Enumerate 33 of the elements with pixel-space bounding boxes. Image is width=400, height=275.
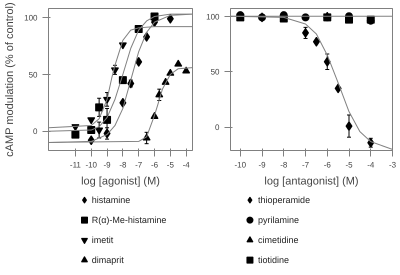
y-tick-label: 50 <box>28 70 38 80</box>
y-tick-label: 100 <box>24 14 38 23</box>
legend-label: tiotidine <box>258 255 290 266</box>
y-tick-label: 0 <box>215 123 220 132</box>
legend-label: cimetidine <box>258 235 299 246</box>
legend-label: histamine <box>92 195 130 206</box>
legend-label: thioperamide <box>258 195 310 206</box>
x-tick-label: -6 <box>150 160 159 170</box>
x-tick-label: -8 <box>119 160 127 170</box>
x-tick-label: -6 <box>324 160 332 170</box>
x-tick-label: -5 <box>345 160 354 170</box>
legend-label: R(α)-Me-histamine <box>92 215 166 226</box>
x-tick-label: -10 <box>234 160 247 170</box>
x-tick-label: -7 <box>302 160 310 170</box>
x-tick-label: -4 <box>182 160 190 170</box>
x-tick-label: -4 <box>367 160 375 170</box>
y-tick-label: 100 <box>206 12 220 22</box>
legend-label: pyrilamine <box>258 215 300 226</box>
x-tick-label: -9 <box>258 160 266 170</box>
legend-label: dimaprit <box>92 255 124 266</box>
legend-label: imetit <box>92 235 114 246</box>
x-tick-label: -3 <box>388 160 397 170</box>
x-tick-label: -7 <box>135 160 143 170</box>
x-tick-label: -11 <box>70 160 82 170</box>
x-tick-label: -9 <box>103 160 112 170</box>
y-tick-label: 50 <box>210 68 220 77</box>
x-axis-title: log [antagonist] (M) <box>264 176 359 188</box>
y-tick-label: 0 <box>33 127 38 136</box>
x-tick-label: -8 <box>280 160 288 170</box>
x-tick-label: -10 <box>85 160 98 170</box>
y-axis-title: cAMP modulation (% of control) <box>4 2 16 157</box>
x-axis-title: log [agonist] (M) <box>81 176 160 188</box>
x-tick-label: -5 <box>166 160 174 170</box>
